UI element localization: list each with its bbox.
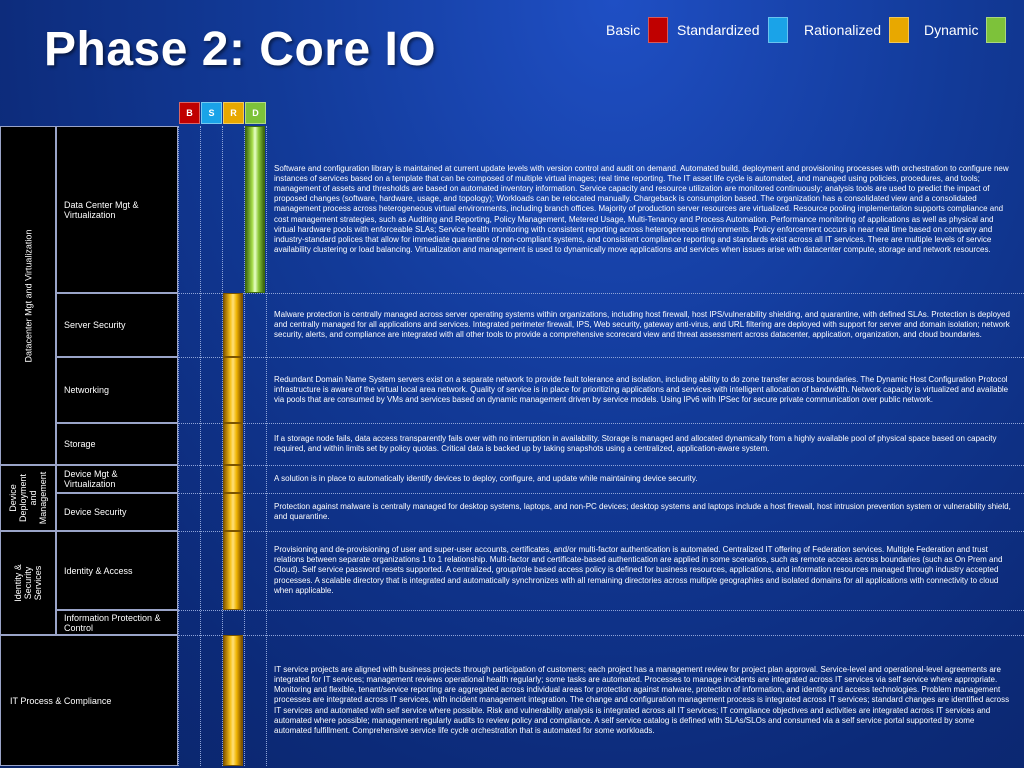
- row-label-information-protection: Information Protection & Control: [56, 610, 178, 635]
- category-label: Device Deployment and Management: [8, 471, 48, 525]
- legend-label: Dynamic: [924, 22, 979, 38]
- legend-swatch-basic: [648, 17, 669, 43]
- row-label-device-mgt: Device Mgt & Virtualization: [56, 465, 178, 493]
- legend-label: Rationalized: [804, 22, 882, 38]
- row-label-it-process: IT Process & Compliance: [0, 635, 178, 766]
- row-label-networking: Networking: [56, 357, 178, 423]
- row-description-device-security: Protection against malware is centrally …: [274, 501, 1011, 521]
- category-label: Datacenter Mgt and Virtualization: [23, 229, 34, 362]
- legend-swatch-dynamic: [986, 17, 1007, 43]
- maturity-bar-server-security: [223, 293, 243, 357]
- legend-item-basic: Basic: [606, 16, 669, 44]
- row-divider: [178, 635, 1024, 636]
- column-divider: [178, 126, 200, 766]
- row-description-it-process: IT service projects are aligned with bus…: [274, 664, 1010, 735]
- category-label: Identity & Security Services: [13, 564, 43, 602]
- category-identity: Identity & Security Services: [0, 531, 56, 635]
- row-divider: [178, 423, 1024, 424]
- row-divider: [178, 357, 1024, 358]
- column-header-rationalized: R: [223, 102, 244, 124]
- maturity-legend: Basic Standardized Rationalized Dynamic: [600, 16, 1020, 46]
- row-label-server-security: Server Security: [56, 293, 178, 357]
- row-label: Information Protection & Control: [64, 612, 161, 633]
- row-label: Storage: [64, 439, 96, 449]
- row-divider: [178, 493, 1024, 494]
- column-header-basic: B: [179, 102, 200, 124]
- legend-swatch-standardized: [767, 17, 788, 43]
- column-header-standardized: S: [201, 102, 222, 124]
- row-divider: [178, 465, 1024, 466]
- legend-swatch-rationalized: [889, 17, 910, 43]
- row-divider: [178, 293, 1024, 294]
- row-label: Identity & Access: [64, 565, 133, 576]
- column-divider: [266, 126, 267, 766]
- legend-item-rationalized: Rationalized: [804, 16, 910, 44]
- row-label-storage: Storage: [56, 423, 178, 465]
- row-label: Device Mgt & Virtualization: [64, 469, 118, 489]
- row-description-networking: Redundant Domain Name System servers exi…: [274, 374, 1009, 405]
- row-description-device-mgt: A solution is in place to automatically …: [274, 473, 698, 483]
- maturity-bar-storage: [223, 423, 243, 465]
- column-header-dynamic: D: [245, 102, 266, 124]
- row-label: Server Security: [64, 320, 126, 330]
- row-label-identity-access: Identity & Access: [56, 531, 178, 610]
- row-label-device-security: Device Security: [56, 493, 178, 531]
- row-description-identity-access: Provisioning and de-provisioning of user…: [274, 544, 1003, 595]
- maturity-bar-device-security: [223, 493, 243, 531]
- legend-item-standardized: Standardized: [677, 16, 788, 44]
- maturity-bar-identity-access: [223, 531, 243, 610]
- page-title: Phase 2: Core IO: [44, 23, 437, 76]
- maturity-bar-datacenter-mgt: [245, 126, 265, 293]
- maturity-bar-it-process: [223, 635, 243, 766]
- category-datacenter: Datacenter Mgt and Virtualization: [0, 126, 56, 465]
- row-label-datacenter-mgt: Data Center Mgt & Virtualization: [56, 126, 178, 293]
- column-divider: [200, 126, 222, 766]
- row-label: IT Process & Compliance: [10, 695, 112, 706]
- column-divider: [244, 126, 266, 766]
- legend-label: Basic: [606, 22, 641, 38]
- legend-item-dynamic: Dynamic: [924, 16, 1007, 44]
- row-label: Data Center Mgt & Virtualization: [64, 199, 139, 220]
- row-description-server-security: Malware protection is centrally managed …: [274, 309, 1010, 340]
- row-label: Device Security: [64, 507, 127, 517]
- category-device: Device Deployment and Management: [0, 465, 56, 531]
- row-description-storage: If a storage node fails, data access tra…: [274, 433, 997, 453]
- row-divider: [178, 610, 1024, 611]
- maturity-bar-device-mgt: [223, 465, 243, 493]
- row-description-datacenter-mgt: Software and configuration library is ma…: [274, 163, 1009, 255]
- column-divider: [222, 126, 244, 766]
- row-divider: [178, 531, 1024, 532]
- maturity-bar-networking: [223, 357, 243, 423]
- row-label: Networking: [64, 385, 110, 395]
- legend-label: Standardized: [677, 22, 760, 38]
- maturity-table: Datacenter Mgt and Virtualization Device…: [0, 126, 1024, 766]
- row-description-information-protection: [266, 610, 1018, 635]
